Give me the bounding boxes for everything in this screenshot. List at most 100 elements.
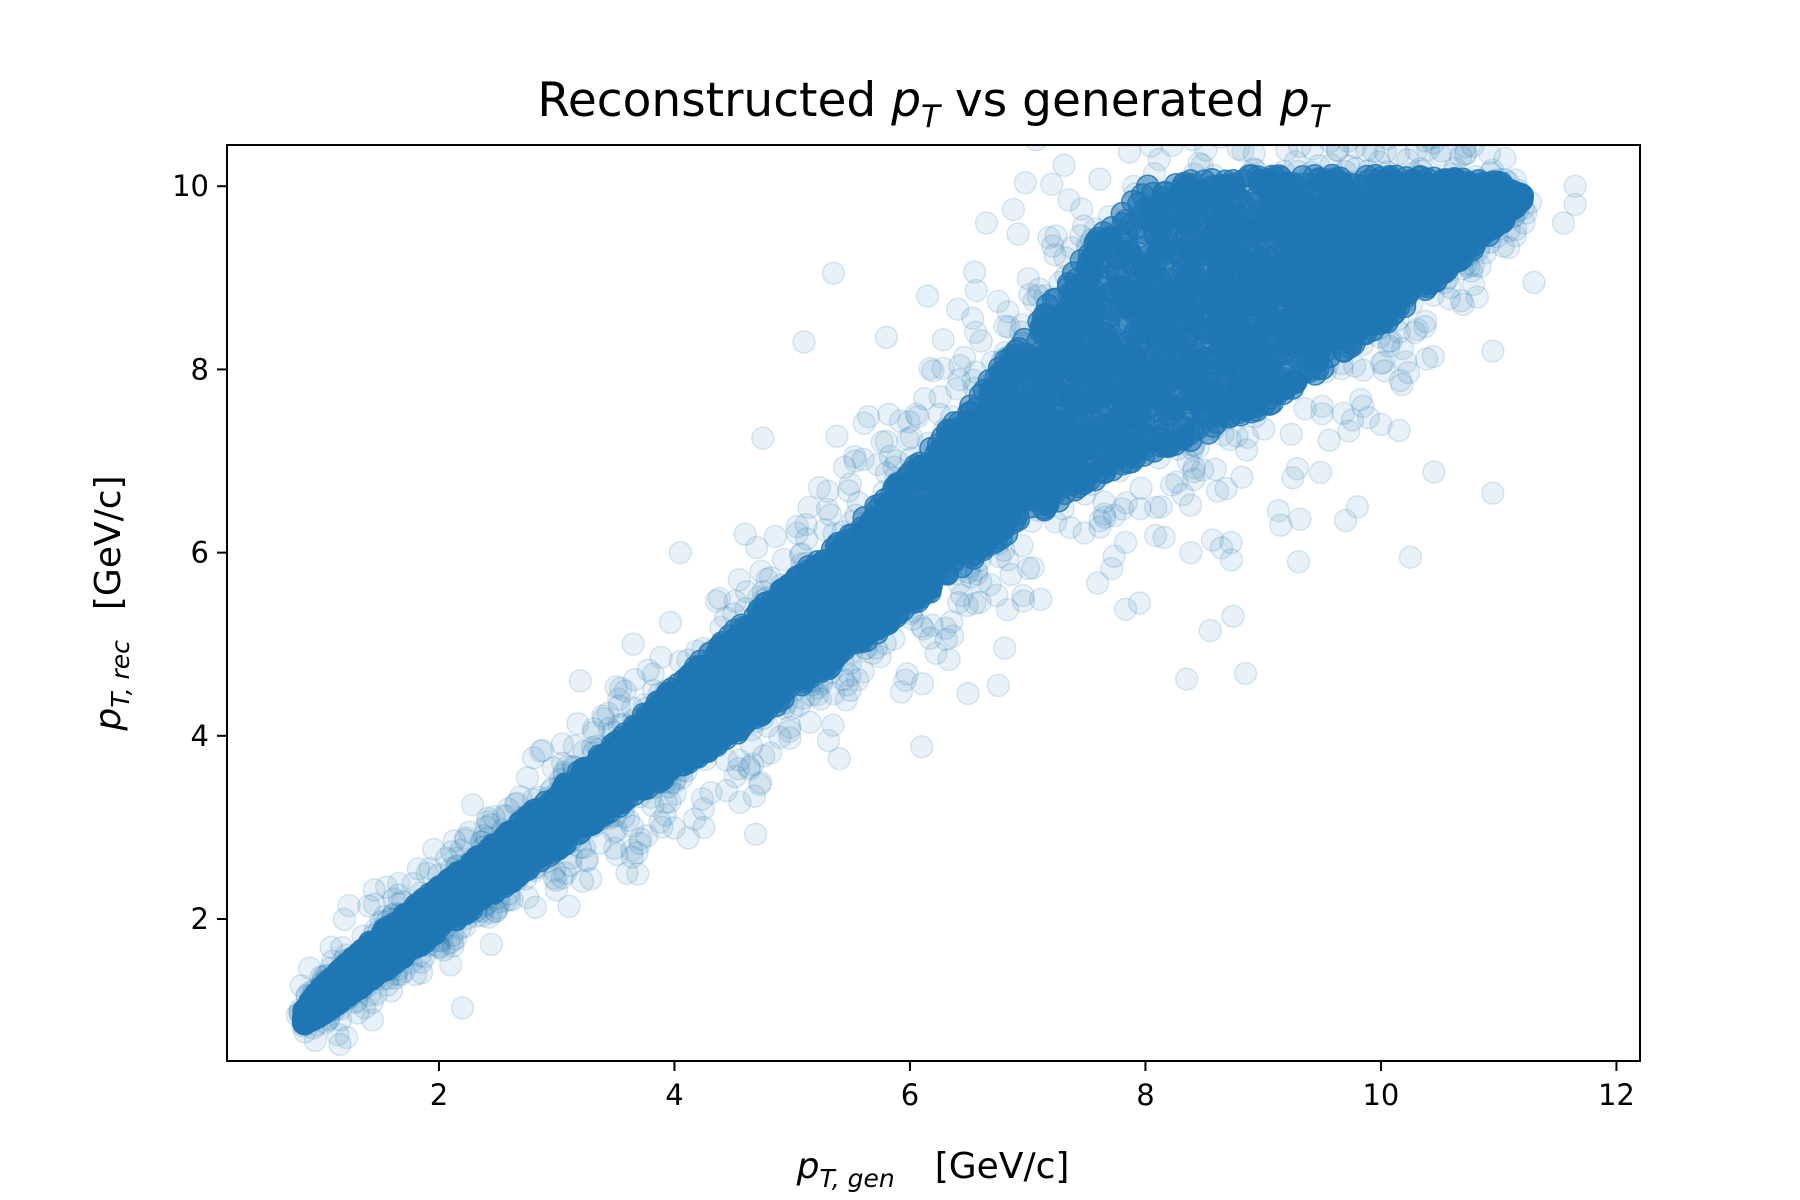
scatter-point: [1416, 145, 1440, 162]
scatter-point: [768, 725, 792, 750]
scatter-point: [1235, 425, 1260, 449]
scatter-point: [956, 681, 980, 706]
scatter-point: [562, 734, 587, 758]
scatter-point: [728, 790, 752, 815]
scatter-point: [1340, 63, 1362, 85]
scatter-point: [403, 962, 428, 987]
scatter-point: [1016, 266, 1041, 291]
scatter-point: [650, 815, 674, 839]
scatter-point: [1085, 571, 1110, 595]
scatter-point: [1288, 145, 1312, 159]
scatter-point: [843, 449, 868, 473]
scatter-point: [1390, 336, 1415, 361]
scatter-point: [1253, 40, 1275, 62]
scatter-point: [778, 715, 802, 739]
scatter-point: [1281, 466, 1305, 490]
scatter-point: [931, 356, 955, 381]
scatter-point: [1139, 11, 1161, 33]
scatter-point: [933, 616, 958, 641]
scatter-point: [1343, 145, 1367, 159]
scatter-point: [904, 402, 928, 426]
scatter-point: [999, 562, 1023, 587]
scatter-point: [816, 479, 840, 503]
scatter-point: [1214, 476, 1238, 501]
scatter-point: [794, 512, 818, 537]
scatter-point: [1279, 422, 1304, 446]
scatter-point: [648, 810, 672, 834]
scatter-point: [374, 875, 399, 899]
scatter-point: [1152, 525, 1176, 550]
scatter-point: [1139, 145, 1163, 158]
scatter-point: [1461, 272, 1486, 297]
scatter-point: [591, 704, 615, 728]
scatter-point: [777, 719, 802, 743]
scatter-point: [641, 662, 665, 687]
scatter-point: [707, 586, 732, 611]
scatter-point: [566, 711, 590, 736]
scatter-point: [1405, 317, 1429, 342]
scatter-point: [714, 778, 739, 803]
scatter-point: [421, 837, 446, 862]
scatter-point: [726, 756, 751, 781]
scatter-point: [658, 790, 682, 814]
scatter-point: [963, 591, 987, 616]
scatter-point: [1493, 146, 1517, 171]
scatter-point: [906, 404, 930, 429]
scatter-point: [996, 547, 1020, 572]
scatter-point: [634, 823, 659, 848]
scatter-point: [1388, 368, 1413, 393]
scatter-point: [1203, 457, 1228, 481]
scatter-point: [1337, 419, 1361, 443]
scatter-point: [1474, 145, 1485, 146]
scatter-point: [1488, 120, 1510, 142]
scatter-point: [1052, 153, 1076, 177]
scatter-point: [609, 676, 633, 701]
scatter-point: [613, 679, 637, 703]
scatter-point: [1006, 222, 1030, 246]
scatter-point: [625, 841, 649, 865]
scatter-point: [1369, 351, 1394, 375]
scatter-point: [1451, 292, 1475, 317]
scatter-point: [937, 647, 961, 672]
scatter-point: [1165, 470, 1189, 494]
scatter-point: [727, 568, 752, 592]
scatter-point: [1285, 42, 1307, 64]
scatter-point: [1348, 387, 1373, 412]
scatter-point: [1149, 494, 1173, 519]
scatter-point: [832, 455, 857, 479]
scatter-point: [996, 300, 1020, 324]
scatter-point: [897, 410, 921, 434]
scatter-point: [615, 861, 639, 885]
scatter-point: [1205, 479, 1230, 503]
scatter-point: [838, 678, 862, 703]
scatter-point: [964, 278, 989, 303]
scatter-point: [877, 402, 901, 426]
scatter-point: [1396, 360, 1421, 385]
scatter-point: [1113, 530, 1138, 555]
scatter-point: [920, 613, 944, 638]
scatter-point: [1102, 544, 1126, 569]
scatter-point: [1358, 101, 1380, 123]
scatter-point: [985, 583, 1009, 608]
scatter-point: [1336, 145, 1360, 153]
scatter-point: [1451, 120, 1473, 142]
scatter-point: [797, 495, 821, 520]
scatter-point: [950, 583, 974, 608]
scatter-point: [1159, 473, 1184, 497]
scatter-point: [1377, 145, 1398, 151]
scatter-point: [1011, 589, 1036, 613]
scatter-point: [605, 842, 629, 867]
scatter-point: [785, 521, 809, 546]
scatter-point: [628, 831, 652, 856]
scatter-point: [851, 447, 875, 472]
scatter-point: [579, 867, 603, 891]
scatter-point: [993, 314, 1017, 338]
scatter-point: [1016, 556, 1041, 581]
scatter-point: [986, 289, 1011, 314]
scatter-point: [620, 845, 645, 869]
scatter-point: [607, 694, 632, 718]
scatter-point: [992, 636, 1017, 660]
scatter-point: [939, 609, 964, 634]
scatter-point: [531, 738, 555, 763]
